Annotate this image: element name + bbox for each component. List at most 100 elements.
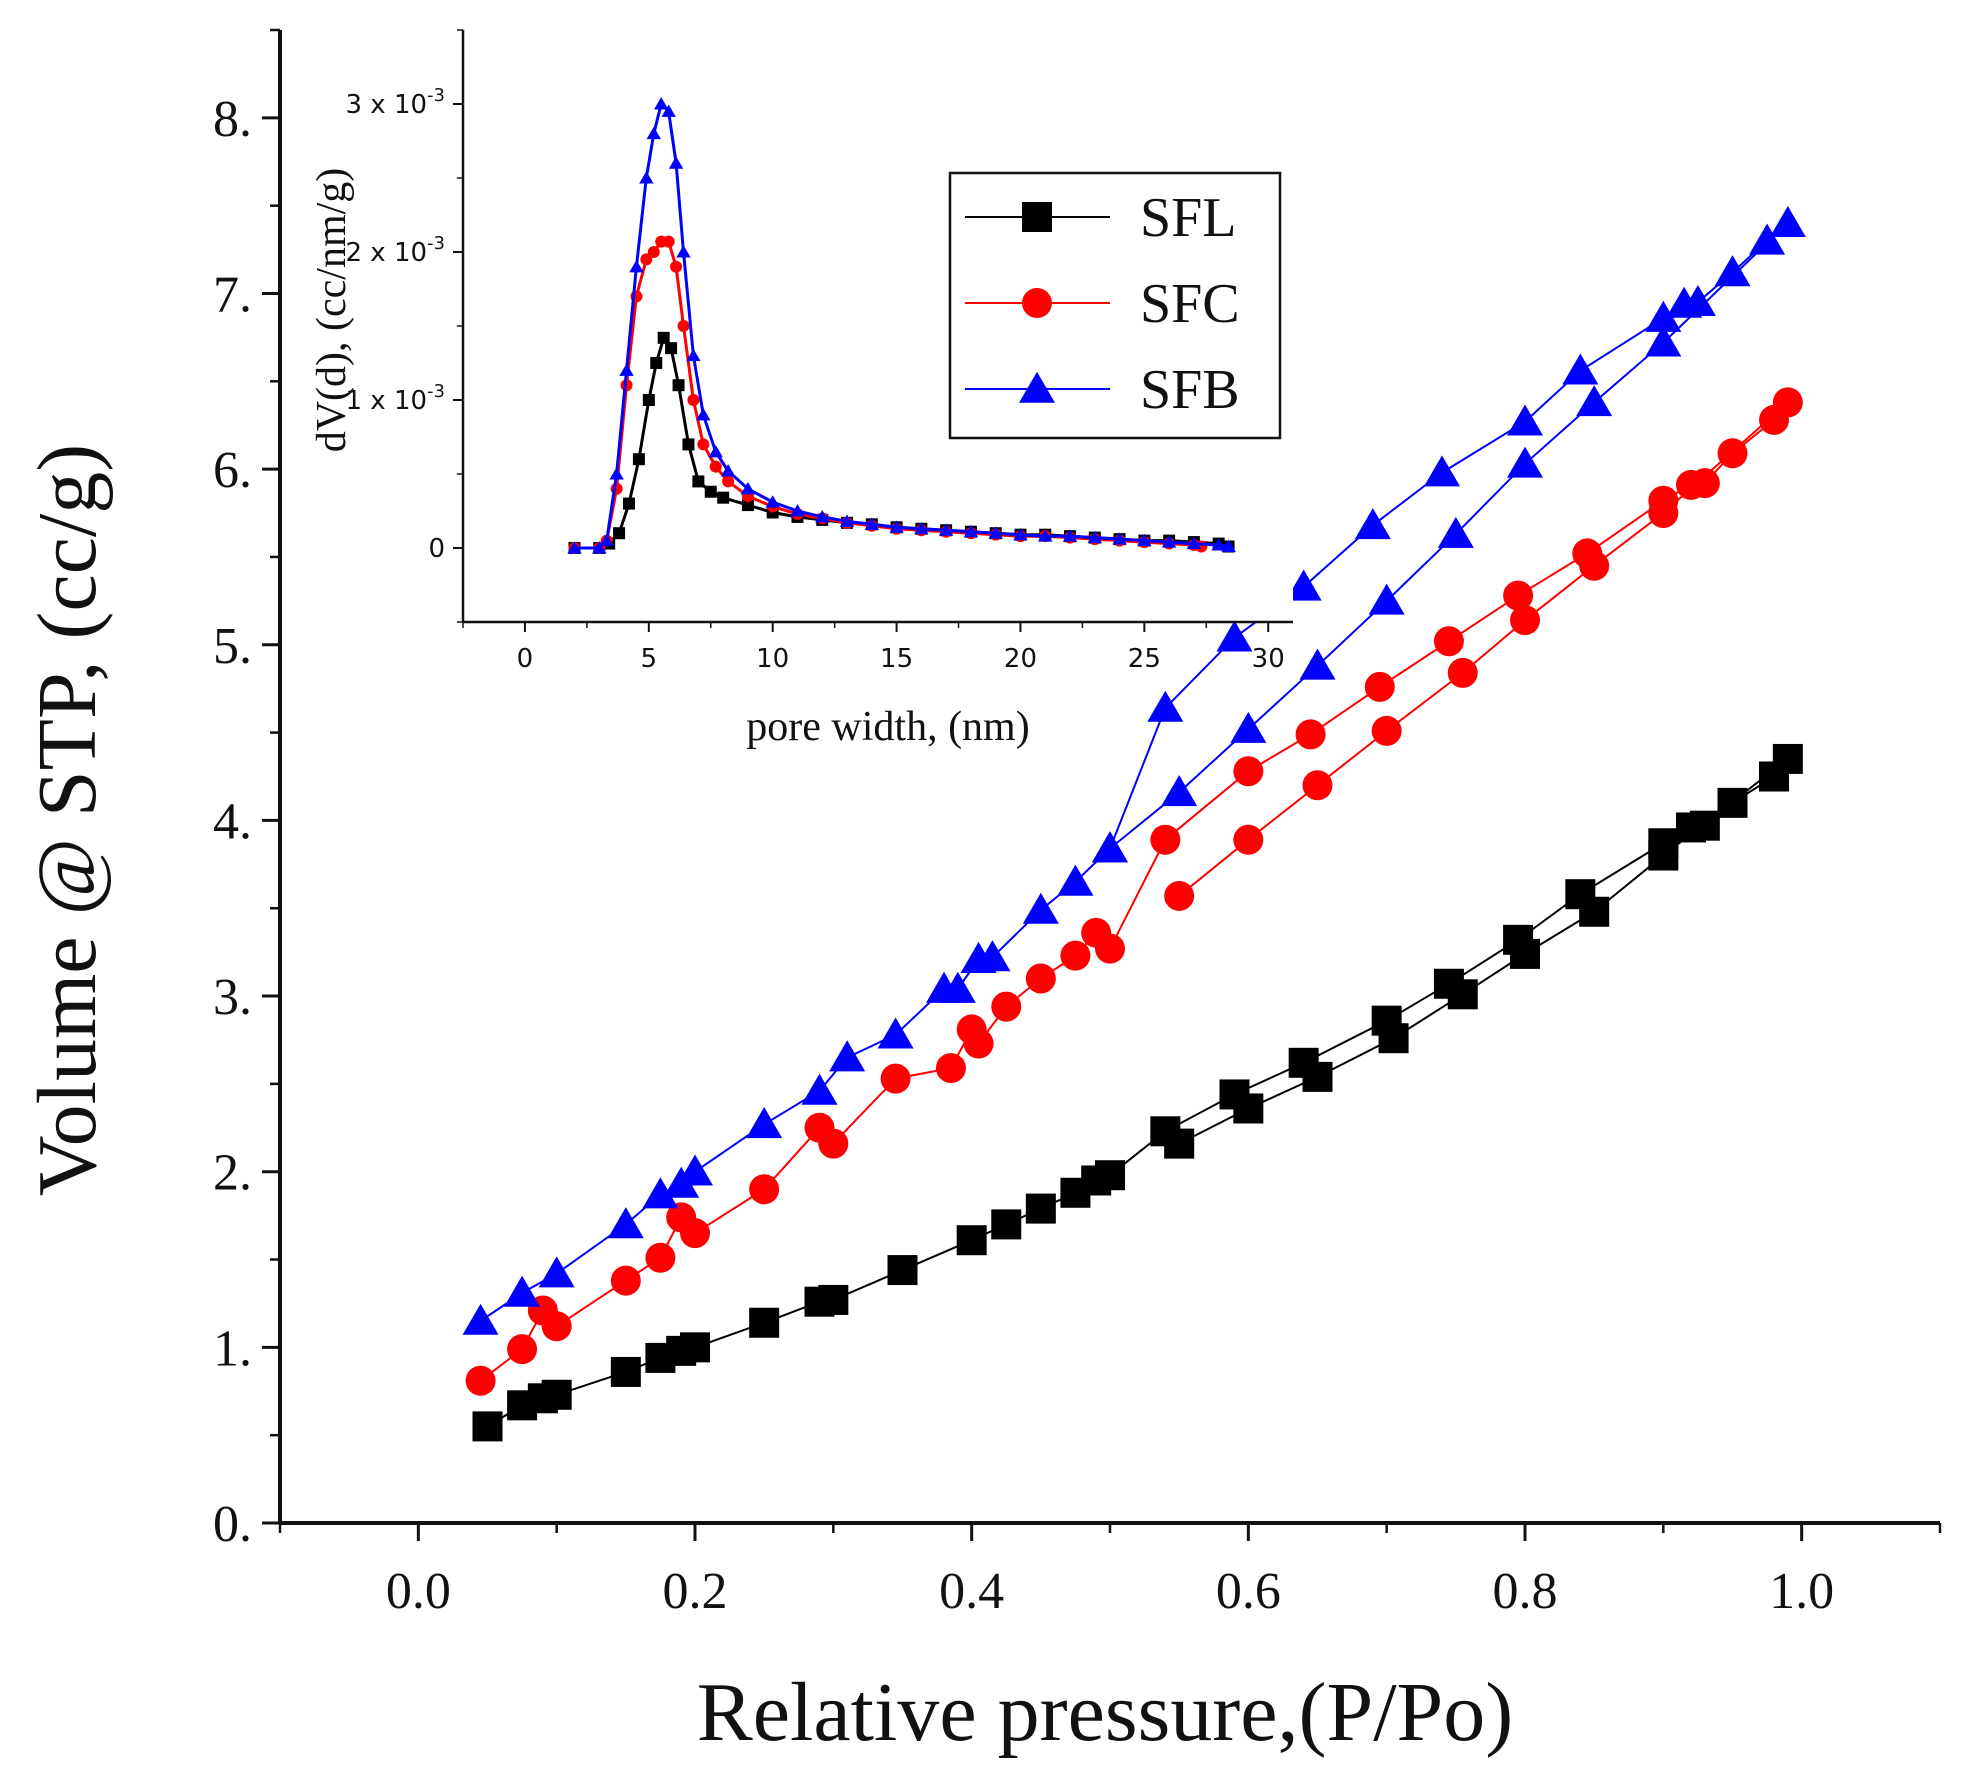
data-point [1368, 583, 1405, 615]
y-tick-label: 5. [213, 618, 252, 675]
data-point [829, 1040, 866, 1072]
data-point [642, 1177, 679, 1209]
y-tick-label: 0. [213, 1496, 252, 1553]
y-tick-label: 7. [213, 266, 252, 323]
data-point [1150, 824, 1181, 855]
data-point [935, 1053, 966, 1084]
inset-data-point [1112, 532, 1127, 545]
data-point [1161, 775, 1198, 807]
inset-data-point [1211, 538, 1226, 551]
series-sfc [465, 387, 1803, 1396]
inset-y-tick-base: 2 x 10 [346, 238, 428, 268]
series-sfl [472, 743, 1803, 1442]
inset-data-point [1013, 527, 1028, 541]
legend-label: SFB [1140, 359, 1240, 421]
data-point [1233, 1093, 1264, 1124]
data-point [1648, 840, 1679, 871]
inset-data-point [864, 517, 880, 530]
inset-y-tick-base: 3 x 10 [346, 90, 428, 120]
inset-y-tick-label: 3 x 10-3 [346, 85, 446, 120]
data-point [818, 1128, 849, 1159]
data-point [1371, 715, 1402, 746]
data-point [1510, 938, 1540, 969]
inset-data-point [1137, 533, 1152, 547]
inset-data-point [657, 331, 670, 344]
data-point [1769, 205, 1806, 238]
data-point [1295, 719, 1326, 750]
inset-data-point [889, 520, 904, 533]
y-tick-label: 2. [213, 1145, 252, 1202]
inset-data-point [988, 526, 1003, 539]
data-point [1579, 896, 1610, 927]
inset-data-point [677, 320, 690, 332]
inset-data-point [682, 438, 695, 451]
data-point [1233, 756, 1264, 787]
inset-data-point [619, 363, 634, 376]
main-plot: 0.0 0.2 0.4 0.6 0.8 1.0 0. 1. 2. 3. 4. 5. 6. 7. 8. Re… [21, 28, 1942, 1759]
inset-data-point [765, 495, 780, 508]
legend: SFL SFC SFB [948, 171, 1282, 440]
data-point [939, 971, 976, 1003]
inset-data-point [1161, 535, 1177, 548]
legend-item-sfl: SFL [965, 187, 1237, 249]
inset-x-tick-label: 30 [1252, 644, 1285, 674]
inset-data-point [1221, 539, 1236, 553]
data-point [610, 1265, 641, 1296]
data-point [1354, 508, 1391, 540]
data-point [610, 1356, 641, 1387]
inset-y-tick-label: 1 x 10-3 [346, 381, 446, 416]
data-point [1230, 711, 1267, 743]
inset-data-point [1186, 536, 1202, 550]
data-point [880, 1063, 911, 1094]
data-point [749, 1307, 780, 1338]
inset-data-point [646, 126, 661, 140]
data-point [465, 1365, 496, 1396]
data-point [1285, 569, 1322, 601]
inset-data-point [632, 453, 645, 466]
data-point [1164, 1128, 1195, 1159]
inset-data-point [665, 342, 678, 355]
inset-data-point [592, 541, 607, 554]
y-tick-label: 4. [213, 793, 252, 850]
inset-data-point [709, 460, 722, 473]
data-point [1510, 605, 1540, 636]
data-point [1025, 963, 1056, 994]
data-point [1060, 940, 1091, 971]
data-point [504, 1275, 541, 1307]
legend-label: SFC [1140, 273, 1240, 335]
inset-data-point [567, 541, 582, 554]
x-tick-label: 0.6 [1216, 1563, 1281, 1620]
data-point [1562, 353, 1599, 385]
inset-data-point [790, 504, 805, 517]
data-point [749, 1174, 780, 1205]
data-point [1717, 787, 1748, 818]
y-tick-label: 1. [213, 1320, 252, 1377]
inset-y-tick-label: 2 x 10-3 [346, 233, 446, 268]
data-point [1433, 626, 1464, 657]
data-point [1576, 385, 1613, 417]
data-point [1022, 892, 1059, 924]
inset-series-sfb [567, 97, 1236, 554]
data-point [1233, 824, 1264, 855]
legend-marker [1019, 371, 1055, 403]
data-point [1507, 446, 1543, 478]
legend-label: SFL [1140, 187, 1237, 249]
inset-data-point [623, 497, 635, 510]
inset-data-point [720, 464, 736, 477]
inset-data-point [839, 514, 855, 527]
data-point [1689, 810, 1720, 841]
data-point [1772, 387, 1803, 418]
inset-data-point [717, 491, 730, 504]
data-point [472, 1411, 503, 1442]
data-point [607, 1207, 644, 1239]
data-point [538, 1256, 575, 1288]
inset-data-point [661, 104, 676, 117]
main-y-axis-title: Volume @ STP, (cc/g) [21, 444, 114, 1196]
inset-y-tick-exponent: -3 [427, 85, 445, 106]
data-point [1378, 1023, 1409, 1054]
inset-y-tick-exponent: -3 [427, 381, 445, 402]
data-point [1772, 743, 1803, 774]
main-y-ticks: 0. 1. 2. 3. 4. 5. 6. 7. 8. [213, 28, 280, 1553]
data-point [1749, 223, 1786, 255]
data-point [887, 1255, 918, 1286]
